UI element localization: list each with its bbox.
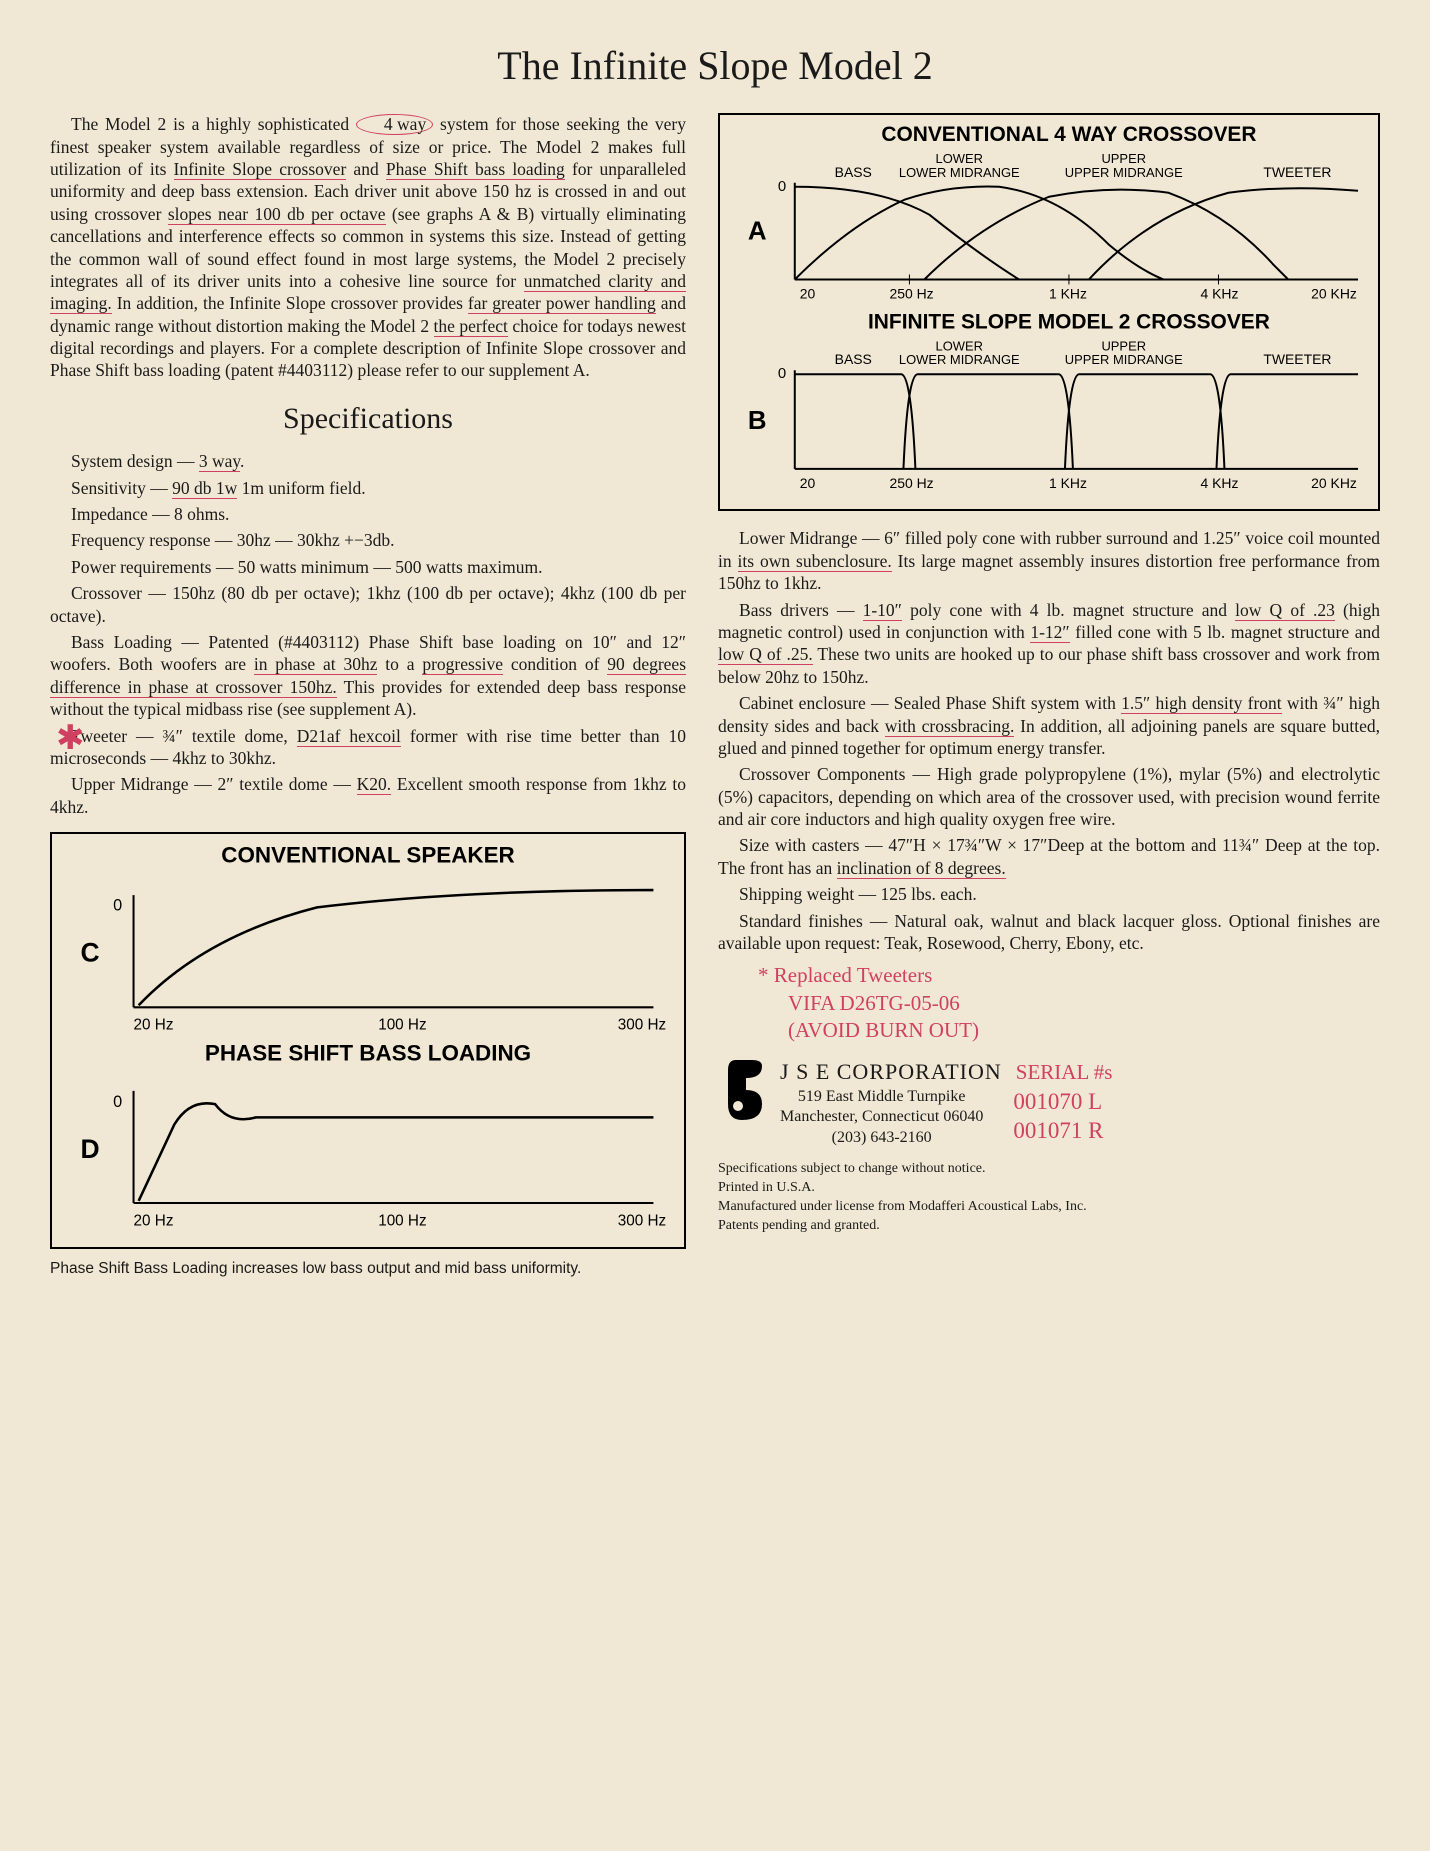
- spec-size: Size with casters — 47″H × 17¾″W × 17″De…: [718, 834, 1380, 879]
- handwritten-serial-1: 001070 L: [1013, 1087, 1103, 1117]
- svg-text:CONVENTIONAL SPEAKER: CONVENTIONAL SPEAKER: [221, 843, 514, 868]
- svg-text:A: A: [748, 218, 767, 246]
- chart-crossover: CONVENTIONAL 4 WAY CROSSOVER BASS LOWER …: [718, 113, 1380, 511]
- svg-text:INFINITE SLOPE MODEL 2 CROSSOV: INFINITE SLOPE MODEL 2 CROSSOVER: [868, 311, 1270, 334]
- svg-text:250 Hz: 250 Hz: [890, 475, 934, 491]
- handwritten-serial-2: 001071 R: [1013, 1116, 1103, 1146]
- spec-crossover: Crossover — 150hz (80 db per octave); 1k…: [50, 582, 686, 627]
- svg-text:20 Hz: 20 Hz: [134, 1017, 174, 1034]
- svg-text:300 Hz: 300 Hz: [618, 1017, 666, 1034]
- svg-text:1 KHz: 1 KHz: [1049, 475, 1087, 491]
- company-logo-icon: [718, 1058, 768, 1148]
- spec-system: System design — 3 way.: [50, 450, 686, 472]
- svg-text:LOWER: LOWER: [936, 338, 983, 353]
- handwritten-note: * Replaced Tweeters VIFA D26TG-05-06 (AV…: [758, 962, 1380, 1044]
- svg-text:TWEETER: TWEETER: [1263, 164, 1331, 180]
- svg-text:20 KHz: 20 KHz: [1311, 286, 1357, 302]
- svg-text:TWEETER: TWEETER: [1263, 351, 1331, 367]
- chart-caption: Phase Shift Bass Loading increases low b…: [50, 1259, 686, 1279]
- svg-text:250 Hz: 250 Hz: [890, 286, 934, 302]
- spec-power: Power requirements — 50 watts minimum — …: [50, 556, 686, 578]
- svg-text:LOWER: LOWER: [936, 151, 983, 166]
- page-title: The Infinite Slope Model 2: [50, 40, 1380, 91]
- svg-text:0: 0: [113, 897, 122, 915]
- spec-impedance: Impedance — 8 ohms.: [50, 503, 686, 525]
- svg-text:300 Hz: 300 Hz: [618, 1213, 666, 1230]
- svg-text:C: C: [81, 938, 100, 968]
- svg-text:PHASE SHIFT BASS LOADING: PHASE SHIFT BASS LOADING: [205, 1040, 531, 1065]
- company-phone: (203) 643-2160: [780, 1128, 983, 1148]
- svg-text:20 KHz: 20 KHz: [1311, 475, 1357, 491]
- spec-freq: Frequency response — 30hz — 30khz +−3db.: [50, 529, 686, 551]
- svg-text:UPPER: UPPER: [1101, 338, 1146, 353]
- svg-text:LOWER MIDRANGE: LOWER MIDRANGE: [899, 352, 1020, 367]
- svg-text:LOWER MIDRANGE: LOWER MIDRANGE: [899, 165, 1020, 180]
- svg-text:UPPER MIDRANGE: UPPER MIDRANGE: [1065, 352, 1183, 367]
- svg-text:20: 20: [800, 286, 816, 302]
- svg-text:4 KHz: 4 KHz: [1201, 475, 1239, 491]
- spec-xcomp: Crossover Components — High grade polypr…: [718, 763, 1380, 830]
- spec-umid: Upper Midrange — 2″ textile dome — K20. …: [50, 773, 686, 818]
- oval-4way: 4 way: [356, 114, 433, 135]
- svg-text:BASS: BASS: [835, 351, 872, 367]
- company-name: J S E CORPORATION: [780, 1058, 1002, 1086]
- svg-text:UPPER: UPPER: [1101, 151, 1146, 166]
- spec-weight: Shipping weight — 125 lbs. each.: [718, 883, 1380, 905]
- fineprint: Specifications subject to change without…: [718, 1160, 1380, 1236]
- svg-text:B: B: [748, 407, 767, 435]
- handwritten-serial-label: SERIAL #s: [1016, 1059, 1113, 1086]
- spec-sensitivity: Sensitivity — 90 db 1w 1m uniform field.: [50, 477, 686, 499]
- svg-text:BASS: BASS: [835, 164, 872, 180]
- spec-bassloading: Bass Loading — Patented (#4403112) Phase…: [50, 631, 686, 721]
- spec-tweeter: ✱ Tweeter — ¾″ textile dome, D21af hexco…: [50, 725, 686, 770]
- svg-text:20 Hz: 20 Hz: [134, 1213, 174, 1230]
- specifications-heading: Specifications: [50, 400, 686, 438]
- svg-text:1 KHz: 1 KHz: [1049, 286, 1087, 302]
- spec-bassdrivers: Bass drivers — 1-10″ poly cone with 4 lb…: [718, 599, 1380, 689]
- spec-lmid: Lower Midrange — 6″ filled poly cone wit…: [718, 527, 1380, 594]
- intro-paragraph: The Model 2 is a highly sophisticated 4 …: [50, 113, 686, 382]
- svg-text:0: 0: [778, 178, 786, 195]
- svg-text:CONVENTIONAL 4 WAY CROSSOVER: CONVENTIONAL 4 WAY CROSSOVER: [881, 123, 1256, 146]
- spec-cabinet: Cabinet enclosure — Sealed Phase Shift s…: [718, 692, 1380, 759]
- svg-text:100 Hz: 100 Hz: [378, 1213, 426, 1230]
- company-addr1: 519 East Middle Turnpike: [780, 1087, 983, 1107]
- svg-text:4 KHz: 4 KHz: [1201, 286, 1239, 302]
- svg-text:UPPER MIDRANGE: UPPER MIDRANGE: [1065, 165, 1183, 180]
- svg-text:100 Hz: 100 Hz: [378, 1017, 426, 1034]
- svg-text:0: 0: [778, 365, 786, 382]
- spec-finish: Standard finishes — Natural oak, walnut …: [718, 910, 1380, 955]
- svg-text:0: 0: [113, 1093, 122, 1111]
- chart-conventional-speaker: CONVENTIONAL SPEAKER 0 C 20 Hz 100 Hz 30…: [50, 832, 686, 1249]
- company-addr2: Manchester, Connecticut 06040: [780, 1107, 983, 1127]
- asterisk-icon: ✱: [35, 725, 85, 752]
- svg-text:20: 20: [800, 475, 816, 491]
- svg-text:D: D: [81, 1134, 100, 1164]
